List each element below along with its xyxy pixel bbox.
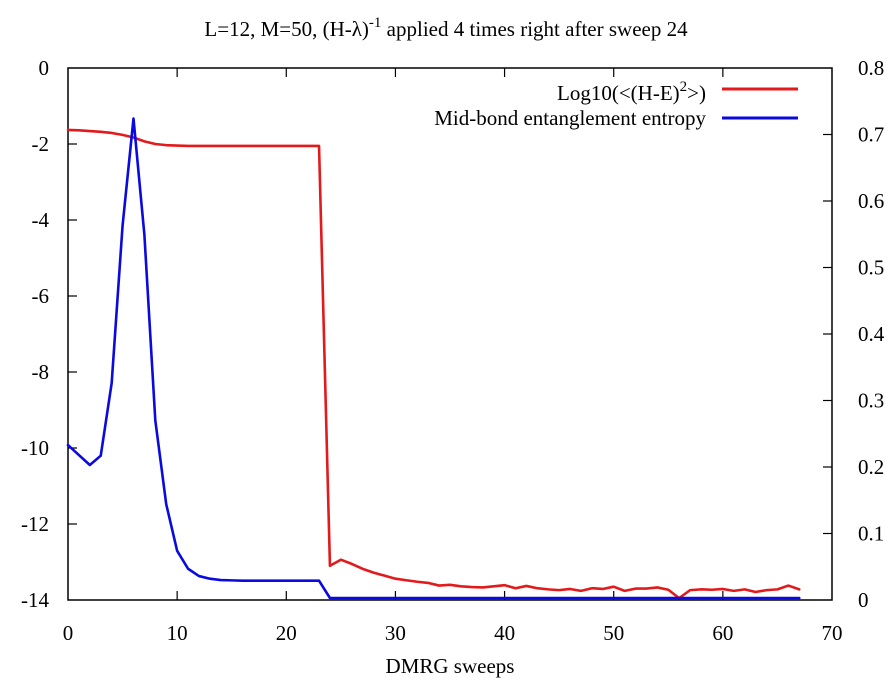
x-tick-label: 0: [63, 621, 74, 645]
y-left-tick-label: -8: [32, 360, 50, 384]
legend: Log10(<(H-E)2>) Mid-bond entanglement en…: [434, 79, 798, 130]
y-right-tick-label: 0.3: [858, 389, 884, 413]
y-left-tick-label: -4: [32, 208, 50, 232]
chart-title-superscript: -1: [369, 15, 382, 31]
y-left-tick-label: -14: [21, 588, 49, 612]
x-tick-label: 30: [385, 621, 406, 645]
y-axis-right: 0.8 0.7 0.6 0.5 0.4 0.3 0.2 0.1 0: [823, 56, 885, 612]
y-right-tick-label: 0.1: [858, 522, 884, 546]
x-tick-label: 40: [494, 621, 515, 645]
x-tick-label: 70: [822, 621, 843, 645]
chart-title-suffix: applied 4 times right after sweep 24: [381, 17, 688, 41]
legend-energy-prefix: Log10(<(H-E): [557, 81, 680, 105]
chart-title: L=12, M=50, (H-λ)-1 applied 4 times righ…: [204, 15, 688, 41]
y-right-tick-label: 0.8: [858, 56, 884, 80]
y-left-tick-label: 0: [39, 56, 50, 80]
chart-title-prefix: L=12, M=50, (H-λ): [204, 17, 369, 41]
y-axis-left: 0 -2 -4 -6 -8 -10 -12 -14: [21, 56, 77, 612]
legend-label-energy-variance: Log10(<(H-E)2>): [557, 79, 706, 105]
y-right-tick-label: 0.4: [858, 322, 885, 346]
x-tick-label: 10: [167, 621, 188, 645]
x-axis: 0 10 20 30 40 50 60 70: [63, 68, 843, 645]
legend-energy-superscript: 2: [680, 79, 688, 95]
series-line-energy-variance: [66, 128, 801, 600]
y-right-tick-label: 0.2: [858, 455, 884, 479]
x-tick-label: 20: [276, 621, 297, 645]
y-right-tick-label: 0: [858, 588, 869, 612]
x-tick-label: 50: [603, 621, 624, 645]
y-left-tick-label: -10: [21, 436, 49, 460]
y-left-tick-label: -2: [32, 132, 50, 156]
y-left-tick-label: -12: [21, 512, 49, 536]
x-axis-label: DMRG sweeps: [386, 654, 515, 678]
legend-energy-suffix: >): [687, 81, 706, 105]
series-line-entanglement-entropy: [66, 117, 801, 600]
series-layer: [66, 117, 801, 600]
legend-label-entanglement-entropy: Mid-bond entanglement entropy: [434, 106, 706, 130]
y-right-tick-label: 0.6: [858, 189, 884, 213]
y-left-tick-label: -6: [32, 284, 50, 308]
x-tick-label: 60: [712, 621, 733, 645]
plot-frame: [67, 67, 833, 601]
y-right-tick-label: 0.5: [858, 256, 884, 280]
y-right-tick-label: 0.7: [858, 123, 884, 147]
